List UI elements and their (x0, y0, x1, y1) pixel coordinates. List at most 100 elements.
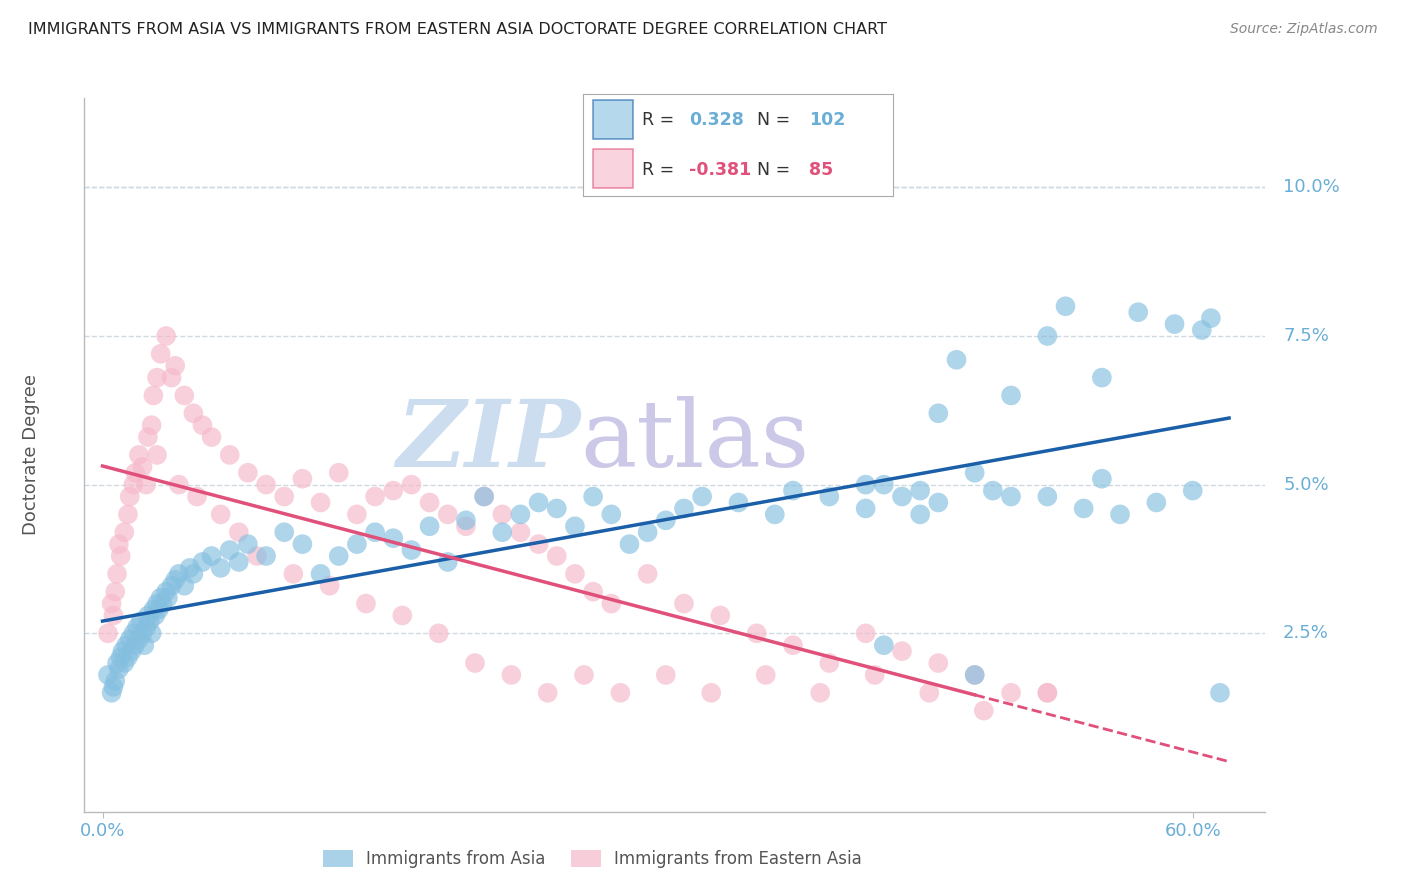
Point (382, 483, 405, 498)
Text: 0.328: 0.328 (689, 112, 744, 129)
Point (546, 501, 568, 516)
Point (1199, 311, 1222, 326)
Text: Source: ZipAtlas.com: Source: ZipAtlas.com (1230, 22, 1378, 37)
Point (183, 406, 205, 420)
Point (97, 626, 120, 640)
Point (124, 638, 146, 652)
Text: N =: N = (756, 112, 796, 129)
Point (283, 566, 305, 581)
Point (173, 388, 195, 402)
Point (1163, 317, 1185, 331)
Point (273, 525, 295, 540)
Point (143, 608, 166, 623)
Point (104, 673, 127, 688)
Point (128, 448, 150, 462)
Point (908, 483, 931, 498)
Point (891, 490, 914, 504)
Point (454, 519, 477, 533)
Point (141, 626, 163, 640)
Point (121, 644, 143, 658)
Point (291, 472, 314, 486)
Point (183, 566, 205, 581)
Point (690, 490, 713, 504)
Point (1000, 388, 1022, 402)
Point (709, 608, 731, 623)
Point (254, 549, 277, 563)
Point (346, 508, 368, 522)
Point (472, 490, 495, 504)
Point (146, 597, 169, 611)
Point (464, 656, 486, 670)
Text: Doctorate Degree: Doctorate Degree (22, 375, 41, 535)
Text: ZIP: ZIP (396, 396, 581, 485)
Point (782, 638, 804, 652)
Point (146, 448, 169, 462)
Text: 10.0%: 10.0% (1284, 178, 1340, 196)
Point (619, 537, 641, 551)
Point (218, 448, 240, 462)
Point (973, 704, 995, 718)
Point (672, 501, 695, 516)
FancyBboxPatch shape (593, 100, 633, 139)
Point (818, 490, 841, 504)
Point (309, 495, 332, 509)
Point (117, 508, 139, 522)
Point (179, 561, 201, 575)
Point (318, 579, 340, 593)
Point (637, 525, 659, 540)
Point (945, 352, 967, 367)
Point (108, 537, 131, 551)
Point (104, 584, 127, 599)
Point (152, 597, 174, 611)
Text: 5.0%: 5.0% (1284, 475, 1329, 493)
Point (254, 477, 277, 491)
Point (156, 591, 179, 605)
Text: 7.5%: 7.5% (1284, 327, 1329, 345)
Point (236, 466, 259, 480)
Point (115, 638, 138, 652)
Point (891, 644, 914, 658)
Point (165, 359, 187, 373)
Point (427, 626, 450, 640)
Point (111, 644, 134, 658)
Point (454, 513, 477, 527)
Point (1191, 323, 1213, 337)
Point (419, 495, 441, 509)
Point (118, 632, 141, 647)
Point (173, 579, 195, 593)
Point (855, 626, 877, 640)
Point (1091, 472, 1114, 486)
Point (472, 490, 495, 504)
Point (963, 668, 986, 682)
Point (1036, 686, 1059, 700)
Legend: Immigrants from Asia, Immigrants from Eastern Asia: Immigrants from Asia, Immigrants from Ea… (316, 843, 869, 875)
Point (148, 602, 170, 616)
Point (863, 668, 886, 682)
Point (142, 602, 165, 616)
Text: 85: 85 (810, 161, 834, 178)
Point (755, 668, 778, 682)
Point (1128, 305, 1150, 319)
Point (745, 626, 768, 640)
Point (136, 430, 159, 444)
Point (105, 656, 128, 670)
Point (209, 561, 232, 575)
Point (582, 490, 605, 504)
Point (546, 549, 568, 563)
Point (191, 555, 214, 569)
Point (131, 626, 153, 640)
Point (103, 680, 125, 694)
Point (103, 608, 125, 623)
Point (436, 508, 458, 522)
Point (110, 549, 132, 563)
Point (672, 597, 695, 611)
Point (609, 686, 631, 700)
Text: -0.381: -0.381 (689, 161, 751, 178)
Point (981, 483, 1004, 498)
Point (564, 566, 586, 581)
Point (509, 525, 531, 540)
Point (100, 686, 122, 700)
Text: R =: R = (643, 112, 681, 129)
Point (273, 490, 295, 504)
Point (655, 668, 678, 682)
